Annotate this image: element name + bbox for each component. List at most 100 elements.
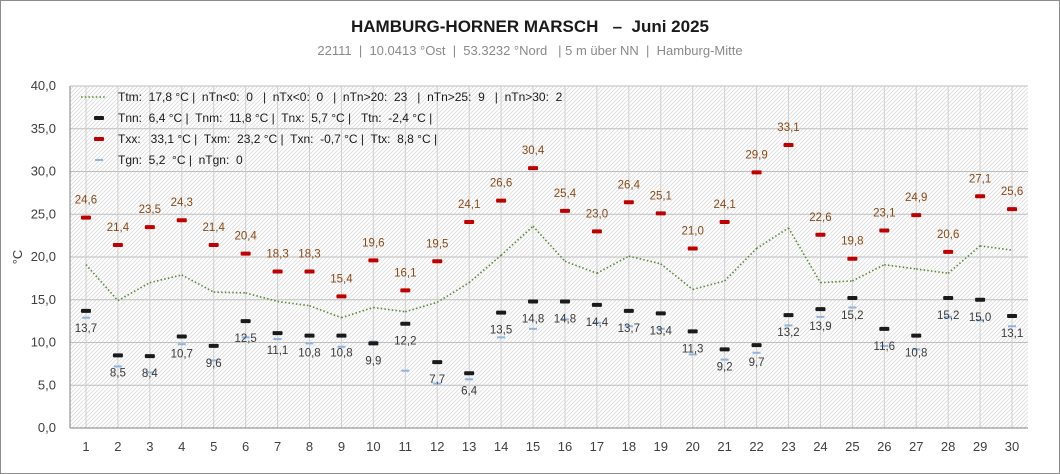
tmax-marker — [559, 208, 570, 213]
tmin-data-label: 15,2 — [937, 310, 959, 322]
tmax-data-label: 25,1 — [650, 190, 672, 202]
tmin-data-label: 14,4 — [586, 317, 609, 329]
y-tick-label: 30,0 — [31, 164, 56, 179]
tmax-marker — [687, 246, 698, 251]
tmax-marker — [432, 259, 443, 264]
tmean-line-segment — [149, 274, 182, 284]
x-tick-label: 3 — [146, 439, 153, 454]
tmin-data-label: 12,5 — [234, 333, 256, 345]
tmax-marker — [783, 142, 794, 147]
tmax-marker — [719, 219, 730, 224]
tmax-marker — [943, 249, 954, 254]
tmax-marker — [975, 194, 986, 199]
tmax-marker — [528, 166, 539, 171]
tmax-data-label: 19,5 — [426, 238, 448, 250]
tmin-data-label: 12,2 — [394, 336, 416, 348]
x-tick-label: 9 — [338, 439, 345, 454]
tmin-data-label: 6,4 — [461, 385, 478, 397]
tmax-marker — [80, 215, 91, 220]
tmin-data-label: 13,7 — [618, 323, 640, 335]
y-tick-label: 15,0 — [31, 292, 56, 307]
tmean-line-segment — [979, 245, 1013, 251]
tmin-data-label: 13,1 — [1001, 328, 1023, 340]
tmax-data-label: 23,5 — [139, 204, 161, 216]
x-tick-label: 11 — [399, 439, 413, 454]
tmax-marker — [240, 251, 251, 256]
tmin-data-label: 9,9 — [365, 355, 381, 367]
tmax-marker — [336, 294, 347, 299]
x-tick-label: 5 — [210, 439, 217, 454]
tmax-data-label: 25,6 — [1001, 186, 1023, 198]
tmax-data-label: 23,1 — [873, 207, 895, 219]
tmin-data-label: 11,3 — [682, 343, 704, 355]
tmin-data-label: 9,7 — [749, 357, 765, 369]
x-tick-label: 8 — [306, 439, 313, 454]
tmax-data-label: 26,4 — [618, 179, 641, 191]
tmean-line-segment — [884, 263, 917, 270]
x-tick-label: 13 — [462, 439, 476, 454]
tground-marker — [81, 316, 90, 319]
tmax-marker — [496, 198, 507, 203]
tmin-marker — [879, 326, 890, 331]
tmin-data-label: 10,7 — [171, 349, 193, 361]
tground-marker — [912, 348, 921, 351]
tmin-data-label: 9,6 — [206, 358, 222, 370]
tmin-data-label: 8,5 — [110, 367, 126, 379]
tmax-marker — [112, 243, 123, 248]
tmax-marker — [368, 258, 379, 263]
legend-entry-tground: Tgn: 5,2 °C | nTgn: 0 — [118, 153, 243, 167]
tmax-data-label: 26,6 — [490, 178, 512, 190]
tmin-data-label: 11,1 — [267, 345, 289, 357]
tmax-marker — [815, 232, 826, 237]
tmax-marker — [304, 269, 315, 274]
tmax-data-label: 18,3 — [298, 249, 320, 261]
x-tick-label: 10 — [366, 439, 380, 454]
tmin-marker — [943, 296, 954, 301]
x-tick-label: 1 — [82, 439, 89, 454]
tmax-data-label: 24,1 — [458, 199, 480, 211]
y-tick-label: 35,0 — [31, 121, 56, 136]
tground-marker — [1008, 325, 1017, 328]
y-tick-label: 10,0 — [31, 335, 56, 350]
tmin-marker — [783, 313, 794, 318]
x-tick-label: 22 — [749, 439, 763, 454]
tmin-data-label: 13,9 — [809, 321, 831, 333]
tground-marker — [305, 342, 314, 345]
y-tick-label: 25,0 — [31, 206, 56, 221]
tmin-marker — [528, 299, 539, 304]
tmax-data-label: 22,6 — [809, 212, 831, 224]
tmean-line-segment — [916, 268, 949, 275]
tmax-data-label: 24,6 — [75, 195, 97, 207]
x-tick-label: 6 — [242, 439, 249, 454]
tmax-data-label: 21,0 — [682, 225, 704, 237]
x-tick-label: 4 — [178, 439, 185, 454]
x-tick-label: 25 — [845, 439, 859, 454]
x-tick-label: 14 — [494, 439, 508, 454]
tmean-line-segment — [787, 227, 822, 284]
tmax-marker — [623, 200, 634, 205]
tmax-data-label: 19,6 — [362, 237, 384, 249]
x-tick-label: 2 — [114, 439, 121, 454]
x-tick-label: 20 — [685, 439, 699, 454]
tmax-data-label: 27,1 — [969, 173, 991, 185]
tmean-line-segment — [117, 281, 151, 302]
tground-marker — [209, 359, 218, 362]
tground-marker — [656, 327, 665, 330]
tmin-marker — [368, 341, 379, 346]
tground-marker — [816, 315, 825, 318]
tground-marker — [720, 358, 729, 361]
y-tick-label: 20,0 — [31, 249, 56, 264]
tmin-marker — [911, 333, 922, 338]
tmin-marker — [719, 347, 730, 352]
tmin-marker — [144, 354, 155, 359]
tmin-marker — [559, 299, 570, 304]
tground-marker — [688, 353, 697, 356]
legend-entry-tmean: Ttm: 17,8 °C | nTn<0: 0 | nTx<0: 0 | nTn… — [118, 90, 563, 104]
tmin-marker — [80, 308, 91, 313]
tmax-marker — [655, 211, 666, 216]
tmean-line-segment — [436, 281, 470, 303]
tmax-marker — [1007, 207, 1018, 212]
tground-marker — [529, 327, 538, 330]
tmin-marker — [400, 321, 411, 326]
tmin-data-label: 13,7 — [75, 323, 97, 335]
